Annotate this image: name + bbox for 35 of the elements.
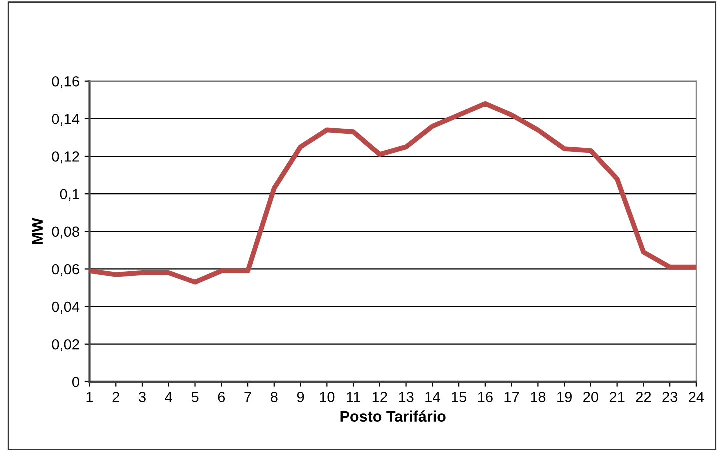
x-tick-label: 22	[636, 392, 652, 402]
x-tick-label: 19	[558, 392, 572, 402]
x-tick-label: 11	[347, 392, 360, 402]
x-tick-label: 9	[297, 392, 304, 402]
x-tick-label: 7	[244, 392, 252, 402]
x-tick-label: 15	[452, 392, 467, 402]
x-tick-label: 20	[584, 392, 598, 402]
x-tick-label: 17	[504, 392, 520, 402]
x-tick-label: 10	[320, 392, 335, 402]
y-tick-label: 0,04	[52, 302, 80, 314]
x-tick-label: 1	[86, 392, 94, 402]
y-tick-label: 0,06	[52, 264, 80, 276]
y-tick-label: 0,08	[52, 226, 80, 239]
x-axis-title: Posto Tarifário	[340, 410, 446, 422]
x-tick-label: 18	[531, 392, 546, 402]
x-tick-label: 8	[270, 392, 278, 402]
x-tick-label: 24	[689, 392, 704, 402]
x-tick-label: 23	[662, 392, 678, 402]
y-tick-label: 0,12	[52, 152, 80, 164]
x-tick-label: 16	[478, 392, 493, 402]
x-tick-label: 3	[139, 392, 146, 402]
x-tick-label: 12	[372, 392, 388, 402]
x-tick-label: 5	[192, 392, 199, 402]
y-tick-label: 0,16	[52, 76, 80, 89]
x-tick-label: 14	[426, 392, 440, 402]
x-tick-label: 2	[112, 392, 120, 402]
x-tick-label: 21	[610, 392, 625, 402]
y-axis-title: MW	[32, 218, 43, 244]
y-tick-label: 0,02	[52, 339, 80, 352]
x-tick-label: 13	[399, 392, 414, 402]
y-tick-label: 0	[72, 377, 80, 388]
y-tick-label: 0,1	[60, 189, 80, 202]
y-tick-label: 0,14	[52, 114, 80, 126]
x-tick-label: 4	[165, 392, 173, 402]
x-tick-label: 6	[218, 392, 226, 402]
